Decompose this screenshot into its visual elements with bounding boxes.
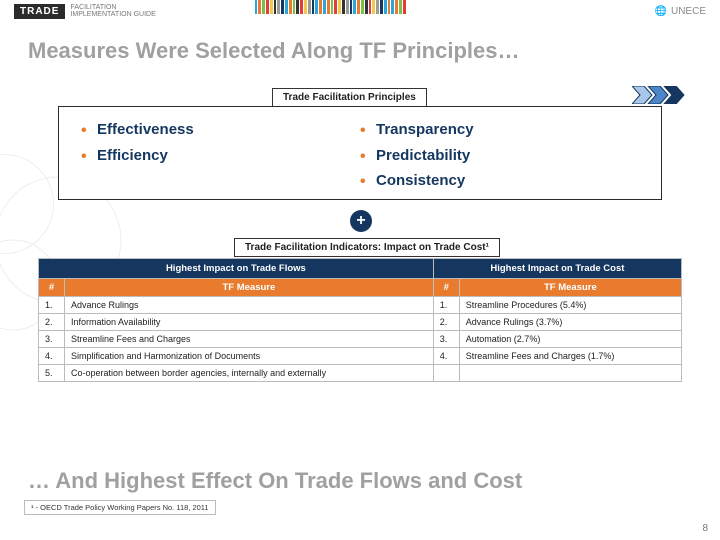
principles-box: EffectivenessEfficiency TransparencyPred…	[58, 106, 662, 200]
plus-badge: +	[350, 210, 372, 232]
principle-item: Efficiency	[81, 143, 360, 169]
cell-num: 2.	[39, 314, 65, 331]
th-measure2: TF Measure	[459, 279, 681, 297]
cell-num: 3.	[39, 331, 65, 348]
principles-col-right: TransparencyPredictabilityConsistency	[360, 117, 639, 191]
slide-title: Measures Were Selected Along TF Principl…	[28, 38, 520, 64]
table-row: 1.Advance Rulings1.Streamline Procedures…	[39, 297, 682, 314]
cell-measure	[459, 365, 681, 382]
cell-num: 3.	[433, 331, 459, 348]
principle-item: Consistency	[360, 168, 639, 194]
page-number: 8	[702, 523, 708, 534]
th-flows: Highest Impact on Trade Flows	[39, 259, 434, 279]
cell-measure: Streamline Fees and Charges	[65, 331, 434, 348]
brand-trade: TRADE	[14, 4, 65, 19]
brand-sub: FACILITATION IMPLEMENTATION GUIDE	[70, 4, 155, 18]
indicators-table: Highest Impact on Trade Flows Highest Im…	[38, 258, 682, 382]
cell-num: 4.	[39, 348, 65, 365]
principles-label-pill: Trade Facilitation Principles	[272, 88, 427, 107]
th-num1: #	[39, 279, 65, 297]
brand-unece: UNECE	[671, 6, 706, 17]
principle-item: Effectiveness	[81, 117, 360, 143]
cell-measure: Streamline Procedures (5.4%)	[459, 297, 681, 314]
principles-col-left: EffectivenessEfficiency	[81, 117, 360, 191]
cell-measure: Automation (2.7%)	[459, 331, 681, 348]
cell-measure: Streamline Fees and Charges (1.7%)	[459, 348, 681, 365]
barcode-ornament	[220, 0, 440, 14]
table-row: 3.Streamline Fees and Charges3.Automatio…	[39, 331, 682, 348]
cell-num: 5.	[39, 365, 65, 382]
globe-icon: 🌐	[655, 6, 667, 17]
table-row: 5.Co-operation between border agencies, …	[39, 365, 682, 382]
table-row: 2.Information Availability2.Advance Ruli…	[39, 314, 682, 331]
th-num2: #	[433, 279, 459, 297]
cell-measure: Co-operation between border agencies, in…	[65, 365, 434, 382]
cell-num: 1.	[39, 297, 65, 314]
cell-measure: Advance Rulings (3.7%)	[459, 314, 681, 331]
footnote: ¹ - OECD Trade Policy Working Papers No.…	[24, 500, 216, 515]
cell-num: 1.	[433, 297, 459, 314]
th-measure1: TF Measure	[65, 279, 434, 297]
principle-item: Predictability	[360, 143, 639, 169]
th-cost: Highest Impact on Trade Cost	[433, 259, 681, 279]
cell-measure: Simplification and Harmonization of Docu…	[65, 348, 434, 365]
principle-item: Transparency	[360, 117, 639, 143]
cell-num: 4.	[433, 348, 459, 365]
progress-chevrons	[632, 86, 686, 104]
cell-measure: Advance Rulings	[65, 297, 434, 314]
indicators-label-pill: Trade Facilitation Indicators: Impact on…	[234, 238, 500, 257]
brand-sub1: FACILITATION	[70, 4, 116, 11]
table-row: 4.Simplification and Harmonization of Do…	[39, 348, 682, 365]
cell-num: 2.	[433, 314, 459, 331]
brand-left: TRADE FACILITATION IMPLEMENTATION GUIDE	[14, 4, 156, 19]
slide-footer-title: … And Highest Effect On Trade Flows and …	[28, 468, 522, 494]
cell-measure: Information Availability	[65, 314, 434, 331]
brand-sub2: IMPLEMENTATION GUIDE	[70, 11, 155, 18]
cell-num	[433, 365, 459, 382]
brand-right: 🌐 UNECE	[655, 6, 706, 17]
